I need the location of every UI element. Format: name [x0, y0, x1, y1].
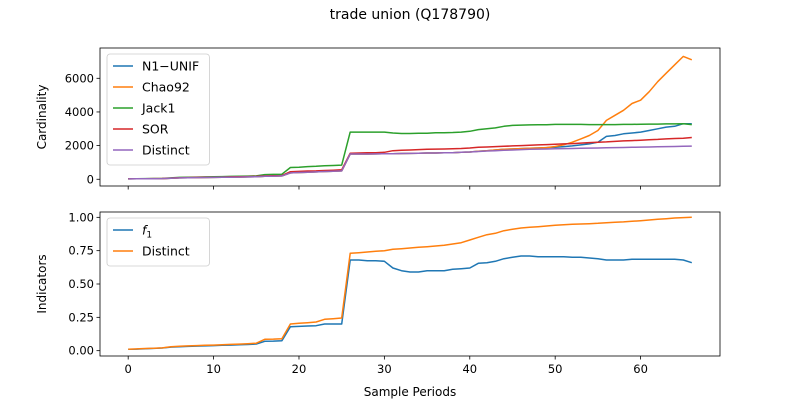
indicators-panel: 0 10 20 30 40 50 60 0.00 0.25 0.50 0.75 1.00 Indicat…	[35, 210, 721, 376]
series-line-0	[128, 122, 692, 180]
legend-label: Jack1	[141, 101, 175, 116]
series-line-3	[128, 136, 692, 180]
legend-box	[106, 217, 210, 267]
y-tick-label: 1.00	[68, 210, 94, 224]
y-tick-label: 2000	[65, 139, 94, 153]
y-tick-label: 0.00	[68, 344, 94, 358]
legend-label: SOR	[142, 122, 169, 137]
x-tick-label: 40	[462, 362, 477, 376]
x-tick-label: 0	[125, 362, 132, 376]
legend: N1−UNIF Chao92 Jack1 SOR Distinct	[106, 53, 210, 166]
x-tick-label: 50	[548, 362, 563, 376]
y-axis-label: Indicators	[35, 254, 49, 313]
legend-label: f1	[142, 223, 152, 241]
y-tick-label: 4000	[65, 105, 94, 119]
figure-title: trade union (Q178790)	[330, 7, 491, 23]
x-tick-label: 10	[206, 362, 221, 376]
y-tick-label: 0.25	[68, 310, 94, 324]
y-tick-label: 0	[87, 172, 94, 186]
legend-label: Chao92	[142, 80, 190, 95]
series-line-4	[128, 145, 692, 180]
y-axis-label: Cardinality	[35, 85, 49, 150]
x-tick-label: 60	[633, 362, 648, 376]
x-tick-label: 30	[377, 362, 392, 376]
series-line-0	[128, 255, 693, 351]
legend-label: Distinct	[142, 143, 190, 158]
series-line-2	[128, 122, 692, 180]
legend-label: N1−UNIF	[142, 59, 199, 74]
series-line-1	[128, 216, 692, 351]
x-tick-label: 20	[292, 362, 307, 376]
y-tick-label: 6000	[65, 71, 94, 85]
legend-label: Distinct	[142, 244, 190, 259]
legend-box	[106, 53, 210, 166]
y-tick-label: 0.50	[68, 277, 94, 291]
plot-frame	[99, 47, 721, 187]
legend: f1 Distinct	[106, 217, 210, 267]
series-line-1	[128, 55, 693, 180]
x-axis-label: Sample Periods	[364, 385, 456, 399]
cardinality-panel: 0 2000 4000 6000 Cardinality N1−UNIF Chao92 Jac…	[35, 47, 721, 190]
y-tick-label: 0.75	[68, 244, 94, 258]
